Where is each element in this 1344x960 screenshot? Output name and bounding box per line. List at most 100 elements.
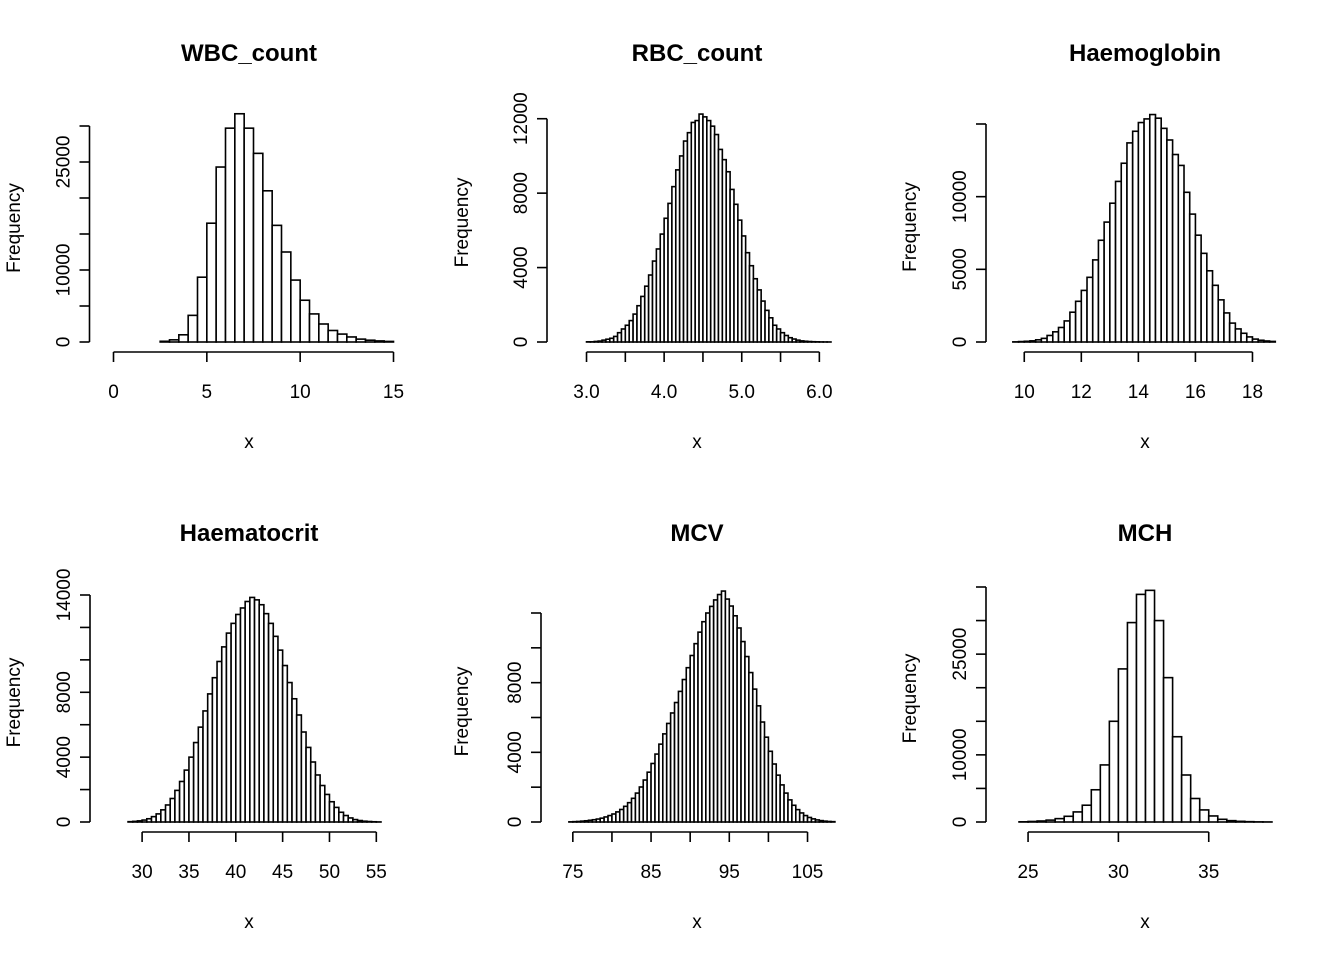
histogram-bar (1154, 117, 1162, 343)
y-axis-label: Frequency (452, 666, 473, 756)
histogram-bar (1153, 619, 1165, 823)
histogram-bar (196, 276, 208, 343)
histogram-bar (374, 340, 385, 343)
histogram-bar (168, 339, 180, 343)
histogram-bar (1245, 336, 1254, 343)
histogram-bar (1126, 621, 1138, 823)
panel-title: MCV (670, 520, 723, 547)
histogram-bar (1234, 328, 1242, 343)
y-axis-label: Frequency (4, 657, 25, 747)
y-tick-label: 4000 (505, 731, 526, 773)
histogram-bar (1183, 191, 1191, 343)
x-tick-label: 45 (272, 862, 293, 883)
histogram-bar (1029, 340, 1037, 343)
x-tick-label: 95 (719, 862, 740, 883)
histogram-bar (1069, 311, 1077, 343)
histogram-bar (1160, 127, 1168, 343)
histogram-bar (1063, 320, 1071, 343)
histogram-bar (1080, 289, 1088, 343)
histogram-bar (1057, 326, 1066, 343)
histogram-bar (336, 333, 348, 343)
panel-title: Haematocrit (180, 520, 319, 547)
histogram-bar (1144, 589, 1156, 823)
histogram-bar (262, 190, 273, 343)
histogram-bar (299, 299, 311, 343)
histogram-bar (1223, 312, 1231, 343)
histogram-bar (318, 323, 329, 343)
histogram-bar (1090, 788, 1102, 823)
y-axis-label: Frequency (452, 177, 473, 267)
histogram-bar (1240, 332, 1248, 343)
x-axis-label: x (244, 912, 254, 933)
x-axis-label: x (1140, 432, 1150, 453)
y-tick-label: 4000 (511, 246, 532, 288)
x-tick-label: 35 (178, 862, 199, 883)
histogram-bar (1207, 815, 1219, 823)
histogram-bar (1189, 797, 1201, 823)
panel-title: MCH (1118, 520, 1173, 547)
y-tick-label: 10000 (950, 170, 971, 223)
x-tick-label: 0 (108, 382, 119, 403)
histogram-panel: RBC_count 3.0 4.0 5.0 6.0 0 4000 8000 12000 x Freq… (452, 40, 833, 453)
x-tick-label: 14 (1128, 382, 1150, 403)
x-tick-label: 4.0 (651, 382, 677, 403)
x-tick-label: 75 (562, 862, 583, 883)
x-tick-label: 50 (319, 862, 340, 883)
histogram-bar (1226, 819, 1237, 823)
histogram-bar (1108, 720, 1120, 823)
histogram-bar (1148, 113, 1157, 343)
histogram-bar (1268, 340, 1277, 343)
y-tick-label: 0 (54, 337, 75, 348)
histogram-bar (1211, 284, 1220, 343)
y-tick-label: 8000 (511, 172, 532, 214)
y-tick-label: 8000 (54, 671, 75, 713)
x-tick-label: 5 (202, 382, 213, 403)
y-tick-label: 0 (54, 817, 75, 828)
histogram-bar (1027, 820, 1038, 823)
histogram-bar (178, 333, 189, 343)
histogram-bar (1114, 180, 1123, 343)
histogram-bar (187, 314, 199, 343)
histogram-bar (1171, 153, 1180, 343)
y-tick-label: 14000 (54, 569, 75, 622)
histogram-bar (215, 166, 227, 343)
histogram-bar (1074, 300, 1083, 343)
x-tick-label: 35 (1198, 862, 1219, 883)
histogram-bar (1036, 820, 1047, 823)
histogram-bar (1228, 322, 1237, 343)
x-tick-label: 5.0 (729, 382, 755, 403)
histogram-bar (383, 340, 395, 343)
y-tick-label: 4000 (54, 736, 75, 778)
histogram-bar (1023, 340, 1031, 343)
histogram-bar (280, 251, 292, 343)
histogram-bar (1054, 817, 1065, 823)
histogram-bar (1103, 221, 1111, 343)
histogram-bar (224, 127, 236, 343)
histogram-bar (1091, 259, 1100, 343)
histogram-bar (1171, 735, 1183, 823)
histogram-bar (1217, 299, 1225, 343)
y-tick-label: 5000 (950, 248, 971, 290)
histogram-panel: WBC_count 0 5 10 15 0 10000 25000 x Frequency (4, 40, 404, 453)
x-tick-label: 3.0 (573, 382, 599, 403)
y-tick-label: 0 (511, 337, 532, 348)
histogram-bar (1081, 804, 1093, 823)
histogram-bar (1063, 815, 1075, 823)
histogram-bar (1046, 334, 1054, 343)
histogram-bar (1135, 593, 1147, 823)
x-tick-label: 40 (225, 862, 246, 883)
histogram-bar (1117, 668, 1129, 823)
x-tick-label: 6.0 (806, 382, 832, 403)
panel-title: WBC_count (181, 40, 317, 67)
x-axis-label: x (244, 432, 254, 453)
histogram-bar (1034, 339, 1043, 343)
histogram-bar (1086, 276, 1094, 343)
histogram-panel: Haematocrit 30 35 40 45 50 55 0 4000 8000 14000 x Fr… (4, 520, 387, 933)
histogram-bar (1109, 202, 1117, 343)
y-tick-label: 10000 (54, 244, 75, 297)
y-tick-label: 0 (950, 337, 971, 348)
histogram-bar (1188, 213, 1197, 343)
x-tick-label: 10 (1014, 382, 1035, 403)
histogram-bar (1180, 774, 1192, 823)
